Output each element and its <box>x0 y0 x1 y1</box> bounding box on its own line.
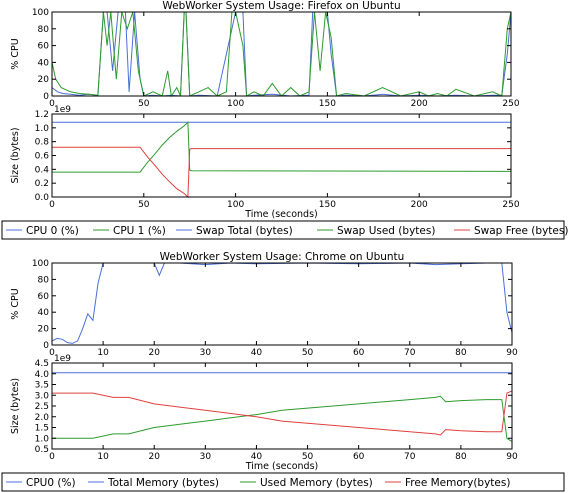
x-tick-label: 90 <box>506 348 518 358</box>
chart-firefox-memory: 0 50 100 150 200 250 0.0 0.2 0.4 0.6 0.8 1.0 1.2 Time… <box>10 105 520 220</box>
y-tick-label: 0.6 <box>35 152 50 162</box>
legend-firefox: CPU 0 (%) CPU 1 (%) Swap Total (bytes) Swap… <box>1 220 568 240</box>
plot-frame <box>51 262 513 346</box>
x-tick-label: 30 <box>200 452 212 462</box>
x-tick-label: 150 <box>319 99 336 109</box>
y-tick-label: 2.0 <box>35 413 50 423</box>
legend-label: Used Memory (bytes) <box>260 477 373 489</box>
y-axis-label: Size (bytes) <box>10 127 21 183</box>
x-tick-label: 50 <box>302 348 314 358</box>
x-tick-label: 0 <box>49 99 55 109</box>
y-tick-label: 40 <box>38 308 50 318</box>
chart-chrome-cpu: 0 10 20 30 40 50 60 70 80 90 0 20 40 60 80 100 WebWorker… <box>10 251 518 358</box>
y-tick-label: 60 <box>38 42 50 52</box>
x-tick-label: 150 <box>319 200 336 210</box>
y-tick-label: 40 <box>38 58 50 68</box>
y-tick-label: 0 <box>43 341 49 351</box>
y-tick-label: 4.0 <box>35 370 50 380</box>
y-tick-label: 1.0 <box>35 124 50 134</box>
plot-frame <box>51 362 513 450</box>
x-tick-label: 40 <box>251 348 263 358</box>
exponent-label: 1e9 <box>54 354 71 364</box>
x-tick-label: 20 <box>148 452 160 462</box>
y-tick-label: 2.5 <box>35 402 49 412</box>
chart-firefox-cpu: 0 50 100 150 200 250 0 20 40 60 80 100 WebWorker Sys… <box>10 0 520 109</box>
x-tick-label: 100 <box>227 99 244 109</box>
y-tick-label: 20 <box>38 75 50 85</box>
y-tick-label: 20 <box>38 325 50 335</box>
y-axis-label: % CPU <box>10 38 21 69</box>
y-tick-label: 3.0 <box>35 391 50 401</box>
legend-label: CPU 0 (%) <box>26 225 79 237</box>
series-line-2 <box>52 395 513 442</box>
series-line-1 <box>51 262 513 344</box>
legend-label: Free Memory(bytes) <box>405 477 510 489</box>
y-tick-label: 100 <box>32 259 49 269</box>
x-tick-label: 50 <box>138 99 150 109</box>
exponent-label: 1e9 <box>54 105 71 115</box>
x-tick-label: 0 <box>49 452 55 462</box>
x-tick-label: 70 <box>404 348 416 358</box>
y-tick-label: 80 <box>38 25 50 35</box>
x-tick-label: 50 <box>138 200 150 210</box>
legend-label: Total Memory (bytes) <box>107 477 219 489</box>
y-tick-label: 100 <box>32 8 49 18</box>
legend-frame <box>1 220 565 240</box>
x-tick-label: 0 <box>49 200 55 210</box>
x-tick-label: 200 <box>411 99 428 109</box>
y-tick-label: 1.2 <box>35 110 49 120</box>
legend-label: CPU 1 (%) <box>113 225 166 237</box>
y-tick-label: 1.0 <box>35 434 50 444</box>
x-tick-label: 30 <box>200 348 212 358</box>
x-tick-label: 0 <box>49 348 55 358</box>
x-tick-label: 80 <box>455 348 467 358</box>
y-tick-label: 0 <box>43 92 49 102</box>
series-line-3 <box>52 146 511 199</box>
chart-chrome-memory: 0 10 20 30 40 50 60 70 80 90 0.51.01.52.02.53.03.5… <box>10 354 518 472</box>
y-tick-label: 60 <box>38 292 50 302</box>
x-tick-label: 250 <box>502 200 519 210</box>
x-tick-label: 70 <box>404 452 416 462</box>
series-line-2 <box>52 121 512 173</box>
legend-frame <box>1 472 565 492</box>
y-tick-label: 80 <box>38 275 50 285</box>
plot-frame <box>51 11 512 97</box>
x-tick-label: 10 <box>97 348 109 358</box>
x-tick-label: 40 <box>251 452 263 462</box>
x-tick-label: 60 <box>353 452 365 462</box>
y-tick-label: 0.5 <box>35 445 49 455</box>
y-axis-label: % CPU <box>10 288 21 319</box>
chart-title: WebWorker System Usage: Chrome on Ubuntu <box>160 251 405 263</box>
x-tick-label: 200 <box>411 200 428 210</box>
series-line-3 <box>52 390 513 436</box>
series-line-2 <box>51 11 512 98</box>
x-tick-label: 90 <box>506 452 518 462</box>
x-axis-label: Time (seconds) <box>244 209 318 220</box>
y-tick-label: 0.8 <box>35 138 50 148</box>
x-tick-label: 250 <box>502 99 519 109</box>
y-tick-label: 1.5 <box>35 424 49 434</box>
legend-label: CPU0 (%) <box>26 477 76 489</box>
x-tick-label: 80 <box>455 452 467 462</box>
x-tick-label: 10 <box>97 452 109 462</box>
chart-title: WebWorker System Usage: Firefox on Ubunt… <box>162 0 400 12</box>
y-tick-label: 0.4 <box>35 165 50 175</box>
legend-label: Swap Used (bytes) <box>337 225 435 237</box>
x-tick-label: 20 <box>148 348 160 358</box>
y-tick-label: 3.5 <box>35 381 49 391</box>
y-axis-label: Size (bytes) <box>10 378 21 434</box>
legend-label: Swap Free (bytes) <box>474 225 568 237</box>
legend-label: Swap Total (bytes) <box>196 225 293 237</box>
x-tick-label: 50 <box>302 452 314 462</box>
x-tick-label: 60 <box>353 348 365 358</box>
x-tick-label: 100 <box>227 200 244 210</box>
legend-chrome: CPU0 (%) Total Memory (bytes) Used Memory … <box>1 472 565 492</box>
x-axis-label: Time (seconds) <box>245 461 319 472</box>
y-tick-label: 0.2 <box>35 179 49 189</box>
y-tick-label: 0.0 <box>35 193 50 203</box>
y-tick-label: 4.5 <box>35 359 49 369</box>
plot-frame <box>51 113 512 198</box>
